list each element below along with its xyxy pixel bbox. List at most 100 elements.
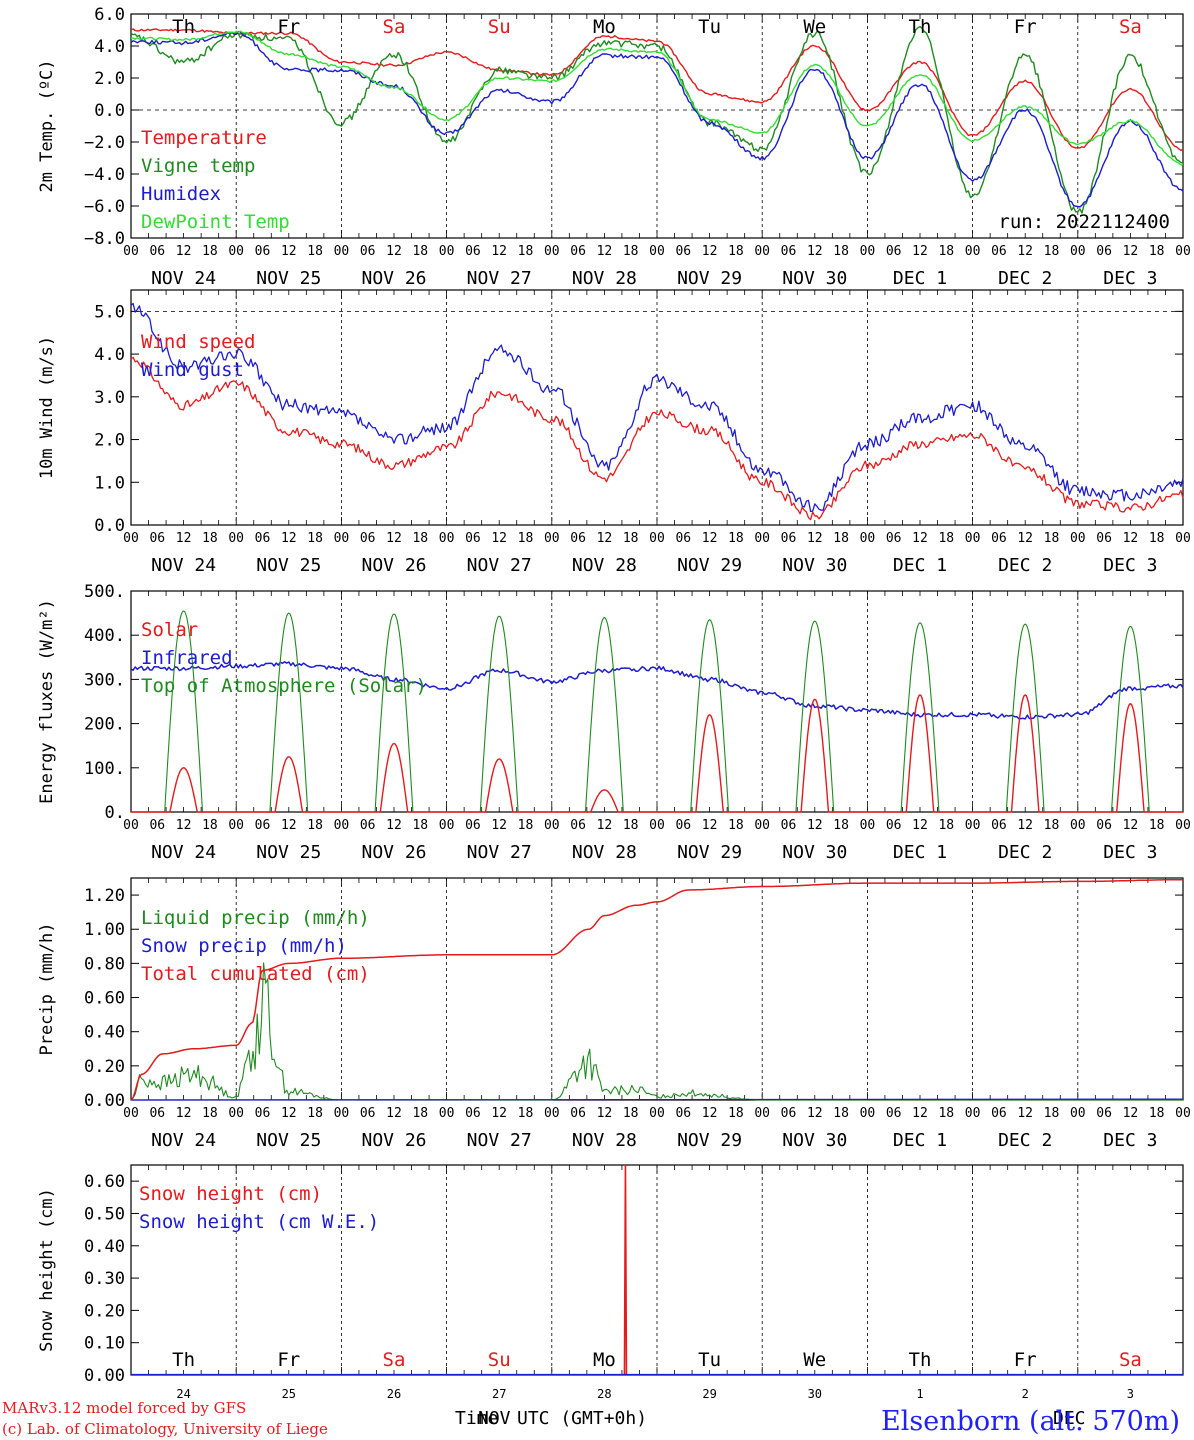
hour-label: 12: [491, 1106, 507, 1121]
hour-label: 06: [570, 531, 586, 546]
hour-label: 18: [623, 818, 639, 833]
hour-label: 00: [1175, 818, 1191, 833]
hour-label: 06: [991, 1106, 1007, 1121]
hour-label: 18: [623, 244, 639, 259]
hour-label: 18: [728, 244, 744, 259]
hour-label: 00: [965, 244, 981, 259]
hour-label: 12: [491, 818, 507, 833]
hour-label: 06: [360, 244, 376, 259]
hour-label: 00: [754, 818, 770, 833]
y-tick-label: 200.: [84, 715, 125, 735]
hour-label: 18: [307, 531, 323, 546]
y-tick-label: 0.00: [84, 1366, 125, 1386]
hour-label: 12: [807, 244, 823, 259]
date-label: NOV 26: [361, 1130, 426, 1151]
day-name-label: Su: [488, 1349, 511, 1371]
hour-label: 12: [176, 818, 192, 833]
y-tick-label: 2.0: [94, 431, 125, 451]
hour-label: 06: [675, 818, 691, 833]
hour-label: 00: [649, 818, 665, 833]
hour-label: 00: [334, 244, 350, 259]
hour-label: 18: [1149, 531, 1165, 546]
hour-label: 00: [544, 531, 560, 546]
day-name-label: Th: [172, 1349, 195, 1371]
hour-label: 06: [781, 531, 797, 546]
hour-label: 12: [912, 818, 928, 833]
y-tick-label: 1.0: [94, 473, 125, 493]
date-label: DEC 3: [1103, 842, 1157, 863]
legend-entry: Liquid precip (mm/h): [141, 907, 370, 929]
hour-label: 12: [597, 531, 613, 546]
legend-entry: Temperature: [141, 127, 267, 149]
hour-label: 06: [255, 531, 271, 546]
day-name-label: Sa: [1119, 16, 1142, 38]
series-line-humidex: [130, 30, 1184, 208]
hour-label: 00: [439, 818, 455, 833]
hour-label: 12: [702, 1106, 718, 1121]
date-label: NOV 29: [677, 842, 742, 863]
y-axis-label: 10m Wind (m/s): [37, 336, 57, 479]
panel-1: [130, 13, 1184, 239]
hour-label: 00: [754, 1106, 770, 1121]
hour-label: 00: [860, 531, 876, 546]
date-label: NOV 27: [467, 268, 532, 289]
hour-label: 18: [1044, 818, 1060, 833]
hour-label: 12: [912, 531, 928, 546]
hour-label: 18: [938, 244, 954, 259]
hour-label: 00: [123, 818, 139, 833]
day-number-label: 25: [282, 1387, 296, 1401]
hour-label: 00: [965, 818, 981, 833]
hour-label: 12: [702, 531, 718, 546]
hour-label: 00: [965, 1106, 981, 1121]
hour-label: 18: [833, 244, 849, 259]
footer-model: MARv3.12 model forced by GFS: [2, 1399, 246, 1417]
y-tick-label: 0.40: [84, 1023, 125, 1043]
hour-label: 12: [1123, 1106, 1139, 1121]
hour-label: 00: [228, 818, 244, 833]
hour-label: 18: [623, 531, 639, 546]
hour-label: 06: [675, 1106, 691, 1121]
hour-label: 00: [123, 1106, 139, 1121]
hour-label: 00: [334, 1106, 350, 1121]
hour-label: 00: [544, 1106, 560, 1121]
y-tick-label: 400.: [84, 626, 125, 646]
x-axis-label-utc: UTC (GMT+0h): [517, 1408, 647, 1429]
y-tick-label: 0.60: [84, 989, 125, 1009]
y-tick-label: 0.: [105, 803, 125, 823]
date-label: DEC 3: [1103, 1130, 1157, 1151]
y-tick-label: 4.0: [94, 37, 125, 57]
hour-label: 00: [649, 531, 665, 546]
series-line-dewpoint-temp: [130, 30, 1184, 166]
date-label: NOV 28: [572, 1130, 637, 1151]
hour-label: 18: [202, 531, 218, 546]
y-tick-label: −8.0: [84, 229, 125, 249]
date-label: NOV 28: [572, 268, 637, 289]
hour-label: 12: [386, 818, 402, 833]
date-label: NOV 29: [677, 555, 742, 576]
panel-3: [130, 590, 1184, 813]
date-label: DEC 2: [998, 555, 1052, 576]
hour-label: 12: [1123, 244, 1139, 259]
hour-label: 00: [123, 531, 139, 546]
hour-label: 06: [255, 244, 271, 259]
day-number-label: 27: [492, 1387, 506, 1401]
hour-label: 18: [938, 1106, 954, 1121]
hour-label: 06: [465, 244, 481, 259]
footer-copyright: (c) Lab. of Climatology, University of L…: [2, 1420, 328, 1438]
day-name-label: Fr: [1014, 1349, 1037, 1371]
plot-frame: [130, 13, 1184, 239]
legend-entry: Infrared: [141, 647, 233, 669]
hour-label: 12: [281, 244, 297, 259]
hour-label: 06: [149, 244, 165, 259]
hour-label: 00: [228, 531, 244, 546]
hour-label: 12: [702, 244, 718, 259]
legend-entry: Snow height (cm): [139, 1183, 322, 1205]
hour-label: 12: [807, 818, 823, 833]
hour-label: 06: [360, 531, 376, 546]
hour-label: 18: [412, 244, 428, 259]
hour-label: 18: [623, 1106, 639, 1121]
hour-label: 00: [860, 818, 876, 833]
hour-label: 00: [544, 818, 560, 833]
hour-label: 06: [360, 818, 376, 833]
hour-label: 00: [439, 531, 455, 546]
